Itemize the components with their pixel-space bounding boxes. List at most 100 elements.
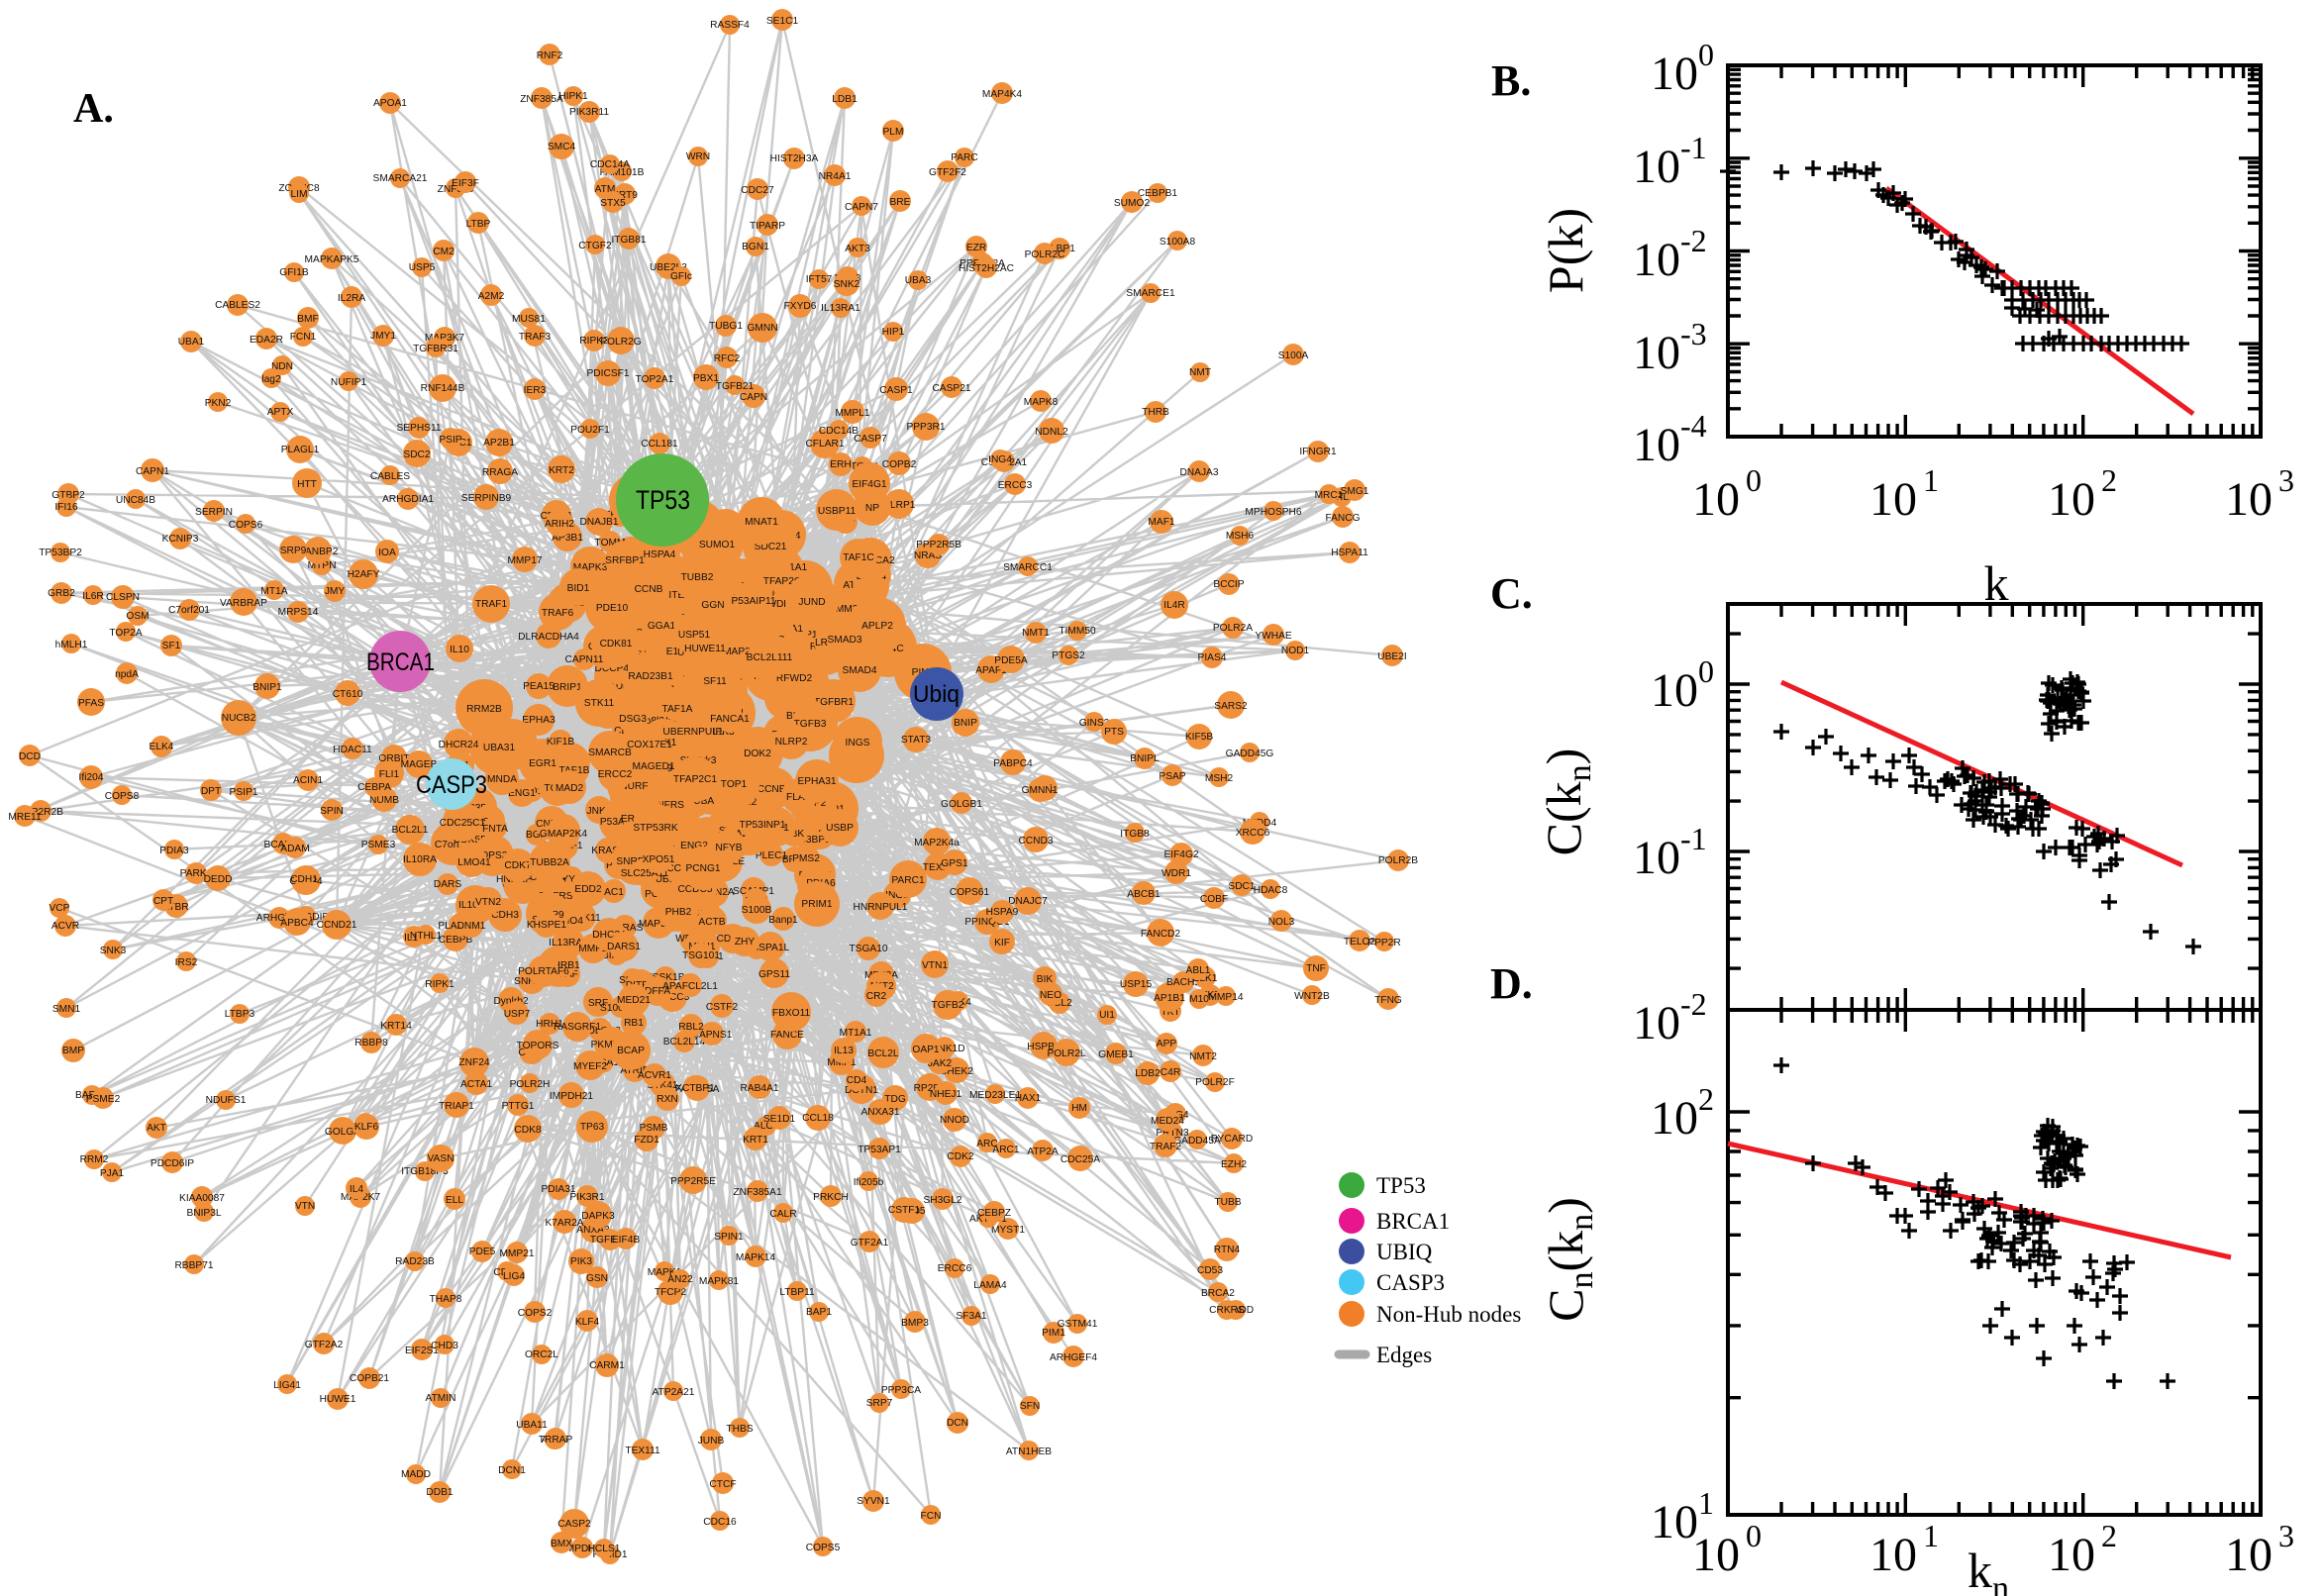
svg-text:ACTA1: ACTA1 <box>460 1079 492 1090</box>
svg-text:TEX111: TEX111 <box>625 1446 660 1456</box>
svg-text:MYST1: MYST1 <box>991 1225 1025 1236</box>
svg-text:OSM: OSM <box>126 611 149 622</box>
svg-text:FBXO11: FBXO11 <box>772 1008 811 1019</box>
svg-text:MED24: MED24 <box>1151 1116 1184 1127</box>
svg-text:MRE11: MRE11 <box>8 812 42 823</box>
svg-text:ELL: ELL <box>446 1195 463 1206</box>
svg-text:POLR2B: POLR2B <box>1378 855 1418 866</box>
svg-text:CD53: CD53 <box>1197 1265 1223 1276</box>
svg-text:YWHAE: YWHAE <box>1255 631 1292 642</box>
svg-text:SUMO2: SUMO2 <box>1114 198 1151 209</box>
svg-text:TSGA10: TSGA10 <box>849 944 887 954</box>
svg-text:S100A: S100A <box>1278 350 1309 361</box>
svg-text:RIPK3: RIPK3 <box>705 727 735 738</box>
svg-text:BRCA2: BRCA2 <box>1201 1288 1235 1299</box>
svg-text:APTX: APTX <box>267 407 294 418</box>
svg-text:JMY: JMY <box>325 586 346 597</box>
svg-text:CPT: CPT <box>153 896 173 907</box>
svg-text:LIG41: LIG41 <box>273 1380 301 1391</box>
svg-text:BMP3: BMP3 <box>901 1318 929 1329</box>
svg-text:MAF1: MAF1 <box>1148 517 1175 528</box>
svg-text:BCL2L1: BCL2L1 <box>392 825 429 836</box>
svg-text:CSTF2: CSTF2 <box>706 1002 739 1013</box>
svg-text:KCNIP3: KCNIP3 <box>162 534 199 545</box>
svg-text:DSG3: DSG3 <box>619 714 647 725</box>
svg-text:CD4: CD4 <box>847 1075 867 1086</box>
svg-text:TP53INP1: TP53INP1 <box>740 820 786 831</box>
svg-text:ARL2: ARL2 <box>1329 492 1355 503</box>
svg-text:TKT: TKT <box>1161 1007 1179 1018</box>
svg-text:PARC: PARC <box>951 152 978 163</box>
svg-text:ABL1: ABL1 <box>1186 965 1211 976</box>
svg-text:GGN: GGN <box>701 600 724 611</box>
svg-text:M10: M10 <box>1189 994 1209 1005</box>
svg-text:BMP: BMP <box>62 1046 84 1056</box>
svg-text:RFWD2: RFWD2 <box>776 673 813 684</box>
svg-text:PIAS4: PIAS4 <box>1198 652 1227 663</box>
svg-text:PPP3R1: PPP3R1 <box>906 422 945 433</box>
svg-text:PIK3R11: PIK3R11 <box>569 107 609 118</box>
svg-text:CDC25A: CDC25A <box>1060 1154 1100 1165</box>
svg-text:ERCC6: ERCC6 <box>938 1263 972 1274</box>
svg-text:DITED: DITED <box>626 980 656 991</box>
svg-text:CEBPZ: CEBPZ <box>977 1208 1011 1219</box>
svg-text:MTPN: MTPN <box>308 560 337 571</box>
svg-text:0: 0 <box>1746 1518 1762 1553</box>
svg-text:CR2: CR2 <box>866 991 887 1002</box>
svg-text:EPHA31: EPHA31 <box>797 776 836 787</box>
svg-text:EIF2S1: EIF2S1 <box>405 1346 439 1356</box>
svg-text:RASGRF1: RASGRF1 <box>554 1022 601 1033</box>
svg-text:FLI1: FLI1 <box>379 769 400 780</box>
svg-text:SMN1: SMN1 <box>52 1004 81 1015</box>
svg-text:BNIP1: BNIP1 <box>252 682 282 693</box>
svg-text:APLP2: APLP2 <box>861 621 893 632</box>
svg-text:ARC: ARC <box>976 1139 998 1149</box>
svg-text:PRTN3: PRTN3 <box>1156 1128 1189 1139</box>
svg-text:BNIP: BNIP <box>954 718 977 729</box>
svg-text:DEDD: DEDD <box>204 874 233 885</box>
svg-text:CCND21: CCND21 <box>317 920 357 931</box>
svg-text:PDE10: PDE10 <box>596 603 629 614</box>
svg-text:MAPK1: MAPK1 <box>648 1267 682 1278</box>
svg-text:TFCP2: TFCP2 <box>655 1287 687 1298</box>
svg-text:PRIM1: PRIM1 <box>801 899 832 910</box>
svg-text:A.: A. <box>73 86 114 132</box>
svg-text:ENG1: ENG1 <box>508 788 536 799</box>
svg-text:COBF: COBF <box>1200 894 1228 905</box>
svg-text:COPS6: COPS6 <box>229 520 263 531</box>
svg-text:SF11: SF11 <box>703 676 727 687</box>
svg-text:PPINQO1: PPINQO1 <box>964 917 1010 928</box>
svg-text:ACVR1: ACVR1 <box>638 1070 671 1081</box>
svg-text:ATP2A: ATP2A <box>1027 1147 1059 1157</box>
svg-text:RB1: RB1 <box>624 1018 644 1029</box>
svg-text:MSH2: MSH2 <box>1205 773 1234 784</box>
svg-text:USP51: USP51 <box>678 630 711 641</box>
svg-text:ATP2A21: ATP2A21 <box>653 1387 695 1398</box>
svg-text:USBP: USBP <box>826 823 854 834</box>
svg-text:SMARCB: SMARCB <box>588 748 632 758</box>
svg-text:MSH6: MSH6 <box>1226 531 1255 542</box>
svg-text:CAPN7: CAPN7 <box>845 202 878 213</box>
svg-text:CCL18: CCL18 <box>802 1113 834 1124</box>
svg-text:BARD1: BARD1 <box>75 1090 109 1101</box>
svg-text:CABLES: CABLES <box>370 471 410 482</box>
svg-text:RNF144B: RNF144B <box>421 383 465 394</box>
svg-text:BCL2L111: BCL2L111 <box>747 652 793 663</box>
svg-text:DCN1: DCN1 <box>498 1465 526 1476</box>
svg-text:PIM1: PIM1 <box>1042 1328 1065 1339</box>
svg-text:GPS11: GPS11 <box>758 969 790 980</box>
svg-text:ORC2L: ORC2L <box>525 1349 558 1360</box>
svg-text:NOD1: NOD1 <box>1281 646 1310 656</box>
svg-text:LAMA4: LAMA4 <box>973 1280 1007 1291</box>
svg-text:FANCD2: FANCD2 <box>1141 929 1181 940</box>
svg-text:10: 10 <box>1869 1529 1917 1581</box>
svg-text:NUMB: NUMB <box>369 795 399 806</box>
svg-text:GADD45A: GADD45A <box>1173 1136 1221 1147</box>
svg-text:CAPN11: CAPN11 <box>565 654 604 665</box>
svg-text:YY1: YY1 <box>561 874 581 885</box>
svg-text:THAP8: THAP8 <box>430 1294 462 1305</box>
svg-text:CAPNS1: CAPNS1 <box>692 1030 733 1041</box>
svg-text:PPP2R2B: PPP2R2B <box>18 807 63 818</box>
svg-text:EZH2: EZH2 <box>1221 1159 1247 1170</box>
svg-text:PPP2R5B: PPP2R5B <box>916 540 961 550</box>
